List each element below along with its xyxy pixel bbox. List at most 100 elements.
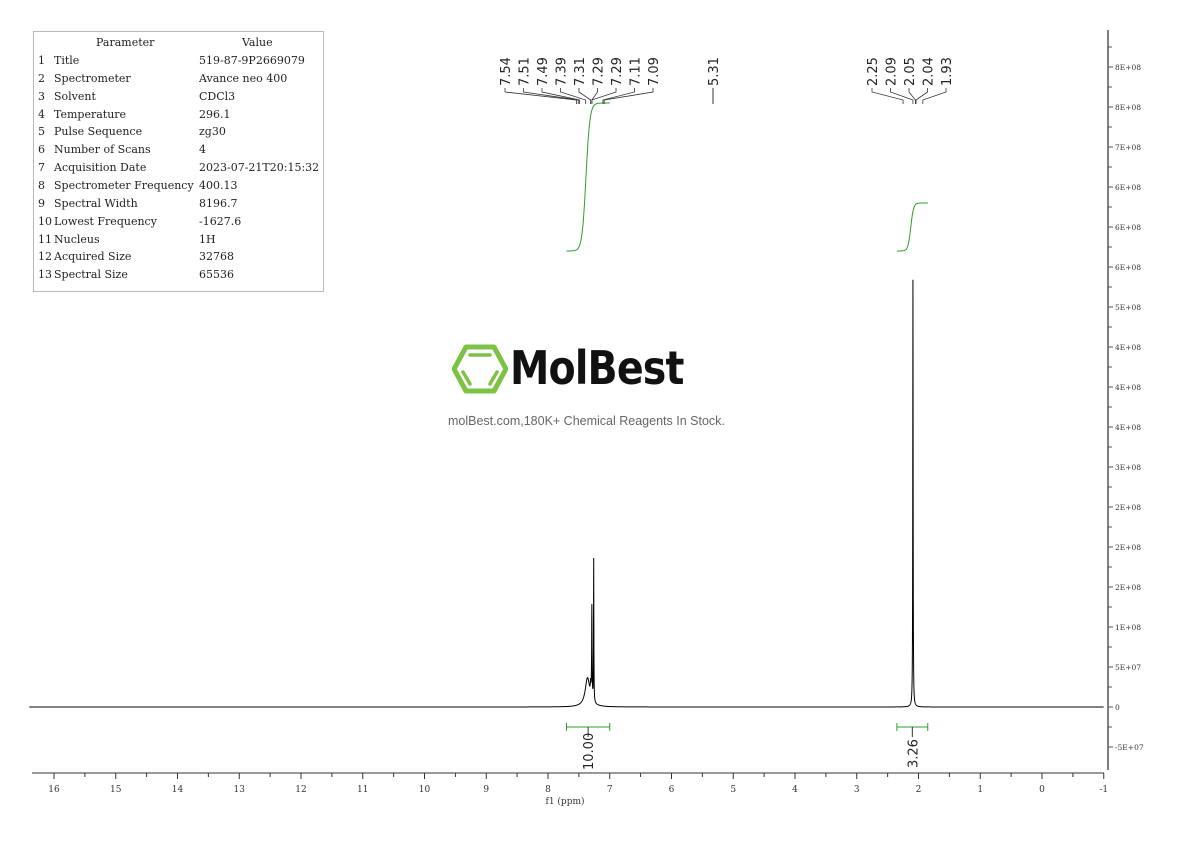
row-number: 11	[38, 232, 52, 246]
row-number: 12	[38, 250, 52, 264]
y-tick-label: -5E+07	[1115, 743, 1144, 752]
parameter-name: Acquisition Date	[54, 161, 147, 175]
spectrum-line	[29, 279, 1104, 708]
parameter-row: 5 Pulse Sequence zg30	[34, 125, 323, 142]
peak-label-connector	[541, 88, 580, 104]
integrals: 10.00 3.26	[566, 102, 929, 770]
parameter-row: 10 Lowest Frequency -1627.6	[34, 215, 323, 232]
peak-label: 7.29	[592, 57, 607, 86]
peak-label: 2.09	[885, 57, 900, 86]
y-tick-label: 2E+08	[1115, 503, 1141, 512]
peak-label-connector	[591, 88, 598, 104]
parameter-name: Spectrometer Frequency	[54, 178, 194, 192]
peak-label-connector	[922, 88, 947, 104]
peak-label: 2.05	[903, 57, 918, 86]
integral-value: 3.26	[906, 739, 921, 768]
parameter-name: Lowest Frequency	[54, 214, 157, 228]
row-number: 1	[38, 54, 45, 67]
y-tick-label: 6E+08	[1115, 223, 1141, 232]
molbest-logo: MolBest	[451, 341, 692, 399]
benzene-logo-icon	[451, 344, 509, 394]
parameter-value: 296.1	[199, 107, 231, 121]
parameter-name: Nucleus	[54, 232, 100, 246]
parameter-name: Pulse Sequence	[54, 125, 143, 139]
parameter-row: 8 Spectrometer Frequency 400.13	[34, 179, 323, 196]
x-axis: 16 15 14 13 12 11 10 9 8 7 6 5 4 3 2 1 0 -1	[32, 772, 1108, 795]
parameter-row: 3 Solvent CDCl3	[34, 90, 323, 107]
peak-label-connector	[602, 88, 635, 104]
x-tick-label: 2	[916, 785, 922, 795]
parameter-header: Parameter	[96, 36, 155, 49]
row-number: 8	[38, 178, 45, 192]
parameter-name: Spectral Width	[54, 196, 138, 210]
peak-label-connector	[871, 88, 904, 104]
peak-label: 7.09	[647, 57, 662, 86]
peak-label-connector	[504, 88, 577, 104]
parameter-value: 8196.7	[199, 196, 238, 210]
parameter-row: 9 Spectral Width 8196.7	[34, 197, 323, 214]
peak-label: 7.51	[518, 57, 533, 86]
peak-label: 5.31	[707, 57, 722, 86]
x-axis-label: f1 (ppm)	[546, 796, 585, 807]
parameter-value: CDCl3	[199, 89, 236, 103]
peak-label-connector	[523, 88, 579, 104]
peak-label-connector	[578, 88, 592, 104]
peak-label-connector	[591, 88, 617, 104]
x-tick-label: -1	[1099, 785, 1108, 795]
y-tick-label: 5E+08	[1115, 303, 1141, 312]
parameter-value: 65536	[199, 268, 234, 282]
x-tick-label: 6	[669, 785, 675, 795]
x-tick-label: 9	[483, 785, 489, 795]
row-number: 7	[38, 161, 45, 175]
x-tick-label: 0	[1039, 785, 1045, 795]
x-tick-label: 8	[545, 785, 551, 795]
row-number: 2	[38, 71, 45, 85]
peak-label: 7.39	[555, 57, 570, 86]
x-tick-label: 13	[234, 785, 246, 795]
x-tick-label: 3	[854, 785, 860, 795]
parameter-table: Parameter Value 1 Title 519-87-9P2669079 2 S…	[33, 31, 324, 292]
peak-labels: 7.54 7.51 7.49 7.39 7.31 7.29 7.29 7.11 7.09 5.31…	[499, 57, 955, 104]
row-number: 9	[38, 196, 45, 210]
peak-label: 1.93	[940, 57, 955, 86]
x-tick-label: 7	[607, 785, 613, 795]
parameter-name: Solvent	[54, 89, 96, 103]
x-tick-label: 4	[792, 785, 798, 795]
peak-label-connector	[560, 88, 587, 104]
parameter-value: 2023-07-21T20:15:32	[199, 161, 320, 175]
y-tick-label: 4E+08	[1115, 343, 1141, 352]
integral-value: 10.00	[582, 733, 597, 770]
parameter-row: 1 Title 519-87-9P2669079	[34, 54, 323, 71]
row-number: 4	[38, 107, 45, 121]
x-tick-label: 10	[419, 785, 431, 795]
peak-label: 7.31	[573, 57, 588, 86]
parameter-name: Title	[54, 54, 80, 67]
x-tick-label: 11	[357, 785, 368, 795]
x-tick-label: 14	[172, 785, 184, 795]
parameter-row: 13 Spectral Size 65536	[34, 268, 323, 285]
row-number: 5	[38, 125, 45, 139]
row-number: 10	[38, 214, 52, 228]
value-header: Value	[242, 36, 273, 49]
parameter-name: Acquired Size	[54, 250, 132, 264]
parameter-name: Number of Scans	[54, 143, 151, 157]
x-tick-label: 12	[295, 785, 306, 795]
peak-label-connector	[603, 88, 654, 104]
parameter-name: Spectrometer	[54, 71, 131, 85]
parameter-value: 1H	[199, 232, 216, 246]
peak-label-connector	[908, 88, 916, 104]
y-tick-label: 4E+08	[1115, 383, 1141, 392]
parameter-row: 4 Temperature 296.1	[34, 108, 323, 125]
y-tick-label: 5E+07	[1115, 663, 1141, 672]
peak-label: 7.11	[629, 57, 644, 86]
peak-label-connector	[890, 88, 914, 104]
parameter-value: 400.13	[199, 178, 238, 192]
y-tick-label: 8E+08	[1115, 63, 1141, 72]
y-tick-label: 0	[1115, 703, 1120, 712]
parameter-name: Spectral Size	[54, 268, 128, 282]
parameter-row: 12 Acquired Size 32768	[34, 250, 323, 267]
parameter-value: 519-87-9P2669079	[199, 54, 305, 67]
peak-label: 7.49	[536, 57, 551, 86]
parameter-value: 32768	[199, 250, 234, 264]
